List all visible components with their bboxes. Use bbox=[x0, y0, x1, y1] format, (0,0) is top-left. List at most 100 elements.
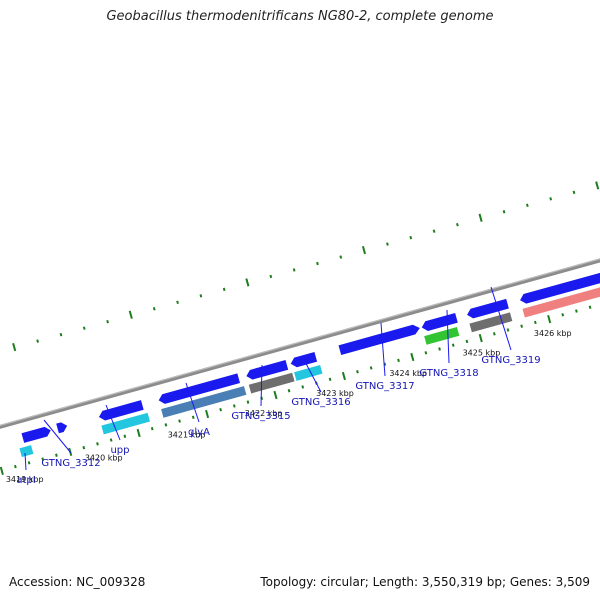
gene-arrow-GTNG_3319[interactable] bbox=[466, 298, 509, 320]
callout-line bbox=[260, 364, 263, 407]
outer-tick bbox=[82, 326, 86, 330]
outer-tick bbox=[339, 255, 343, 259]
gene-arrow-GTNG_3315[interactable] bbox=[245, 360, 289, 381]
ruler-tick bbox=[136, 428, 141, 438]
feature-track bbox=[19, 279, 600, 458]
gene-arrow-GTNG_3312[interactable] bbox=[56, 421, 68, 434]
outer-tick bbox=[502, 210, 506, 214]
ruler-tick bbox=[506, 328, 510, 332]
gene-label-GTNG_3316[interactable]: GTNG_3316 bbox=[291, 397, 350, 408]
ruler-tick bbox=[424, 351, 428, 355]
ruler-tick bbox=[356, 370, 359, 374]
outer-tick bbox=[128, 310, 133, 319]
gene-arrow-GTNG_3318[interactable] bbox=[420, 313, 458, 332]
callout-line bbox=[301, 355, 322, 393]
feature-bar-GTNG_3318[interactable] bbox=[424, 327, 460, 345]
ruler-tick bbox=[164, 423, 168, 427]
genome-backbone bbox=[0, 215, 600, 450]
outer-tick bbox=[456, 222, 459, 227]
feature-bar-glyA[interactable] bbox=[161, 386, 247, 418]
ruler-tick bbox=[492, 332, 496, 336]
feature-bar-upp[interactable] bbox=[101, 412, 151, 435]
ruler-label: 3426 kbp bbox=[534, 329, 572, 338]
outer-tick bbox=[525, 203, 529, 208]
ruler-tick bbox=[14, 464, 17, 469]
gene-arrow-glyA[interactable] bbox=[157, 373, 241, 405]
feature-bar-GTNG_3319[interactable] bbox=[469, 312, 513, 333]
ruler-tick-track bbox=[0, 305, 592, 476]
topology-summary: Topology: circular; Length: 3,550,319 bp… bbox=[260, 575, 590, 589]
genome-map-group: 3419 kbp 3420 kbp 3421 kbp 3422 kbp 3423 kbp… bbox=[0, 181, 600, 484]
ruler-label: 3419 kbp bbox=[6, 475, 44, 484]
outer-tick bbox=[432, 229, 436, 233]
outer-tick bbox=[245, 278, 250, 287]
ruler-tick bbox=[561, 313, 565, 317]
gene-label-GTNG_3319[interactable]: GTNG_3319 bbox=[481, 355, 540, 366]
callout-line bbox=[185, 382, 200, 423]
ruler-tick bbox=[273, 390, 278, 400]
ruler-tick bbox=[109, 438, 113, 442]
callout-line bbox=[24, 452, 27, 471]
feature-bar-atpI[interactable] bbox=[19, 445, 34, 458]
ruler-tick bbox=[478, 333, 483, 343]
map-title: Geobacillus thermodenitrificans NG80-2, … bbox=[106, 9, 494, 24]
gene-label-GTNG_3315[interactable]: GTNG_3315 bbox=[231, 411, 290, 422]
ruler-label: 3424 kbp bbox=[389, 369, 427, 378]
callout-line bbox=[490, 286, 512, 351]
outer-tick bbox=[572, 190, 576, 195]
ruler-tick bbox=[410, 352, 415, 362]
gene-label-atpI[interactable]: atpI bbox=[16, 475, 35, 486]
outer-tick bbox=[59, 332, 63, 337]
ruler-tick bbox=[547, 314, 552, 324]
gene-arrow-GTNG_3316[interactable] bbox=[289, 352, 318, 369]
ruler-label: 3422 kbp bbox=[245, 409, 283, 418]
ruler-tick bbox=[533, 320, 537, 325]
ruler-label: 3421 kbp bbox=[168, 430, 206, 439]
ruler-label: 3423 kbp bbox=[316, 389, 354, 398]
outer-tick bbox=[106, 319, 109, 324]
feature-bar-GTNG_3315[interactable] bbox=[248, 372, 295, 394]
outer-tick bbox=[386, 242, 389, 246]
gene-label-GTNG_3317[interactable]: GTNG_3317 bbox=[355, 381, 414, 392]
outer-tick bbox=[478, 213, 483, 222]
gene-label-GTNG_3318[interactable]: GTNG_3318 bbox=[419, 368, 478, 379]
outer-tick-track bbox=[12, 181, 600, 352]
gene-label-upp[interactable]: upp bbox=[110, 445, 129, 456]
accession-text: Accession: NC_009328 bbox=[9, 575, 146, 589]
gene-arrow-atpI[interactable] bbox=[21, 426, 52, 443]
ruler-label: 3425 kbp bbox=[463, 349, 501, 358]
outer-tick bbox=[269, 274, 273, 279]
ruler-tick bbox=[341, 371, 346, 381]
callout-line bbox=[105, 404, 121, 441]
ruler-tick bbox=[246, 400, 250, 404]
gene-label-GTNG_3312[interactable]: GTNG_3312 bbox=[41, 458, 100, 469]
outer-tick bbox=[222, 287, 226, 292]
ruler-tick bbox=[588, 305, 592, 309]
ruler-tick bbox=[178, 419, 181, 423]
outer-tick bbox=[595, 181, 600, 190]
outer-tick bbox=[176, 300, 179, 305]
gene-label-glyA[interactable]: glyA bbox=[188, 427, 210, 438]
genome-backbone-highlight bbox=[0, 215, 600, 447]
ruler-tick bbox=[27, 461, 31, 465]
gene-arrow-GTNG_3317[interactable] bbox=[338, 323, 422, 355]
feature-bar-GTNG_3316[interactable] bbox=[294, 364, 323, 381]
ruler-tick bbox=[465, 339, 469, 344]
ruler-tick bbox=[205, 409, 210, 419]
outer-tick bbox=[409, 235, 413, 240]
ruler-tick bbox=[55, 453, 58, 457]
ruler-tick bbox=[191, 415, 195, 420]
ruler-tick bbox=[96, 442, 99, 446]
ruler-tick bbox=[287, 389, 291, 393]
feature-bar-next[interactable] bbox=[522, 279, 600, 318]
ruler-tick bbox=[219, 407, 222, 412]
ruler-tick bbox=[369, 366, 373, 370]
outer-tick bbox=[199, 294, 203, 298]
gene-arrow-next[interactable] bbox=[519, 266, 600, 305]
outer-tick bbox=[12, 342, 17, 352]
ruler-tick bbox=[451, 343, 455, 347]
callout-line bbox=[446, 309, 450, 364]
callout-line bbox=[43, 419, 72, 454]
ruler-tick bbox=[328, 377, 332, 382]
